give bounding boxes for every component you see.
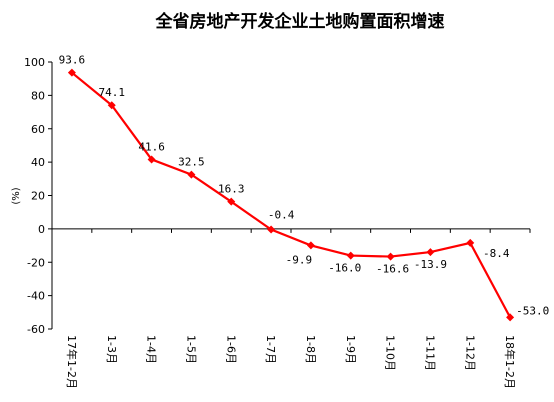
- series-line: [71, 71, 512, 318]
- y-tick-label: 80: [31, 89, 45, 102]
- data-point: [306, 241, 315, 250]
- data-label: -53.0: [516, 304, 549, 317]
- axes: [51, 62, 531, 329]
- y-axis-title: (%): [11, 187, 22, 204]
- x-tick-label: 18年1-2月: [503, 335, 517, 389]
- data-label: -9.9: [286, 253, 313, 266]
- data-point: [466, 238, 475, 247]
- data-point: [67, 68, 76, 77]
- series-layer: [67, 68, 515, 322]
- data-point: [107, 101, 116, 110]
- x-tick-label: 1-12月: [463, 335, 476, 371]
- data-point: [147, 155, 156, 164]
- x-tick-label: 1-9月: [344, 335, 357, 364]
- y-tick-label: -40: [27, 290, 45, 303]
- data-label: 41.6: [138, 140, 165, 153]
- y-tick-label: 40: [31, 156, 45, 169]
- data-label: -16.0: [328, 262, 361, 275]
- data-point: [346, 251, 355, 260]
- y-tick-label: 60: [31, 123, 45, 136]
- data-label: -0.4: [268, 209, 295, 222]
- data-point: [506, 313, 515, 322]
- data-point: [187, 170, 196, 179]
- x-tick-label: 1-6月: [224, 335, 237, 364]
- data-point: [227, 197, 236, 206]
- data-label: -13.9: [414, 258, 447, 271]
- x-tick-label: 1-8月: [304, 335, 317, 364]
- x-tick-label: 1-3月: [105, 335, 118, 364]
- x-tick-label: 17年1-2月: [65, 335, 79, 389]
- data-point: [386, 252, 395, 261]
- data-label: 32.5: [178, 156, 205, 169]
- x-tick-label: 1-11月: [423, 335, 436, 371]
- x-tick-label: 1-10月: [384, 335, 397, 371]
- y-ticks: -60 -40 -20 0 20 40 60 80 100: [24, 56, 52, 336]
- x-tick-label: 1-4月: [145, 335, 158, 364]
- y-tick-label: -20: [27, 256, 45, 269]
- x-labels: 17年1-2月 1-3月 1-4月 1-5月 1-6月 1-7月 1-8月 1-9月 1-10月…: [65, 335, 517, 389]
- data-label: 16.3: [218, 183, 245, 196]
- y-tick-label: 100: [24, 56, 45, 69]
- y-tick-label: -60: [27, 323, 45, 336]
- chart-title: 全省房地产开发企业土地购置面积增速: [155, 11, 445, 32]
- data-label: 74.1: [99, 86, 126, 99]
- y-tick-label: 20: [31, 190, 45, 203]
- data-point: [267, 225, 276, 234]
- data-label: -8.4: [483, 247, 510, 260]
- data-label: -16.6: [376, 263, 409, 276]
- data-label: 93.6: [59, 54, 86, 67]
- x-tick-label: 1-7月: [264, 335, 277, 364]
- y-tick-label: 0: [38, 223, 45, 236]
- data-labels: 93.6 74.1 41.6 32.5 16.3 -0.4 -9.9 -16.0 -16.6 -1…: [59, 54, 550, 318]
- x-tick-label: 1-5月: [184, 335, 197, 364]
- data-point: [426, 248, 435, 257]
